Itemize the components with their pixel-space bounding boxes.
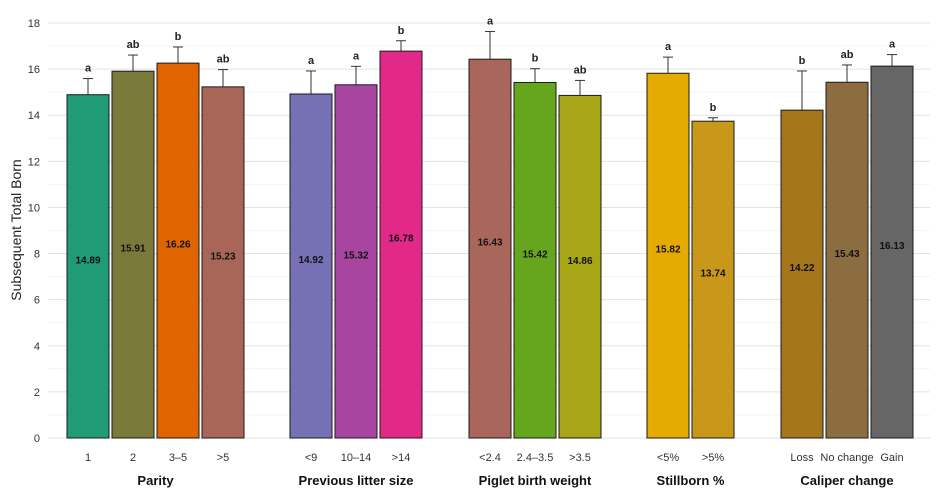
bar-stillborn-5 (646, 72, 690, 439)
x-tick-label-previous-litter-size-9: <9 (305, 452, 318, 464)
x-tick-label-stillborn-5: >5% (702, 452, 725, 464)
y-axis: 0 2 4 6 8 10 12 14 16 18 (28, 18, 40, 445)
group-labels: Parity Previous litter size Piglet birth w… (137, 473, 893, 488)
significance-letter-stillborn-5: a (665, 41, 672, 53)
y-tick-label: 14 (28, 110, 40, 122)
data-label-previous-litter-size-14: 16.78 (388, 234, 413, 245)
bar-caliper-change-no-change (825, 81, 869, 439)
data-label-caliper-change-gain: 16.13 (879, 241, 904, 252)
data-label-stillborn-5: 15.82 (655, 245, 680, 256)
y-tick-label: 0 (34, 433, 40, 445)
significance-letter-caliper-change-gain: a (889, 39, 896, 51)
x-tick-label-previous-litter-size-10-14: 10–14 (341, 452, 372, 464)
data-label-piglet-birth-weight-2-4: 16.43 (477, 238, 502, 249)
y-tick-label: 6 (34, 295, 40, 307)
bar-previous-litter-size-10-14 (334, 84, 378, 439)
group-label-parity: Parity (137, 473, 174, 488)
significance-letter-caliper-change-loss: b (799, 55, 806, 67)
bar-piglet-birth-weight-2-4 (468, 58, 512, 439)
significance-letter-piglet-birth-weight-2-4: a (487, 16, 494, 28)
bar-parity-2 (111, 70, 155, 439)
data-label-caliper-change-loss: 14.22 (789, 263, 814, 274)
bar-parity-3-5 (156, 62, 200, 439)
bar-previous-litter-size-9 (289, 93, 333, 439)
x-tick-label-previous-litter-size-14: >14 (392, 452, 411, 464)
significance-letter-parity-1: a (85, 63, 92, 75)
y-tick-label: 10 (28, 202, 40, 214)
significance-letter-parity-2: ab (127, 39, 140, 51)
significance-letter-piglet-birth-weight-2-4-3-5: b (532, 53, 539, 65)
significance-letter-previous-litter-size-14: b (398, 25, 405, 37)
data-label-parity-2: 15.91 (120, 244, 145, 255)
data-label-caliper-change-no-change: 15.43 (834, 249, 859, 260)
significance-letter-parity-5: ab (217, 54, 230, 66)
x-tick-label-parity-1: 1 (85, 452, 91, 464)
y-tick-label: 8 (34, 249, 40, 261)
y-tick-label: 12 (28, 156, 40, 168)
x-tick-label-caliper-change-gain: Gain (880, 452, 903, 464)
data-label-parity-3-5: 16.26 (165, 240, 190, 251)
group-label-caliper-change: Caliper change (800, 473, 893, 488)
significance-letter-previous-litter-size-9: a (308, 55, 315, 67)
y-tick-label: 16 (28, 64, 40, 76)
group-label-piglet-birth-weight: Piglet birth weight (479, 473, 592, 488)
data-label-previous-litter-size-9: 14.92 (298, 255, 323, 266)
bar-caliper-change-loss (780, 109, 824, 439)
bar-parity-1 (66, 94, 110, 439)
category-labels: 1 2 3–5 >5 <9 10–14 >14 <2.4 2.4–3.5 >3.5 <5% >5% Lo… (85, 452, 904, 464)
bar-previous-litter-size-14 (379, 50, 423, 439)
y-tick-label: 2 (34, 387, 40, 399)
significance-letter-parity-3-5: b (175, 31, 182, 43)
bar-parity-5 (201, 86, 245, 439)
y-axis-label: Subsequent Total Born (8, 159, 24, 300)
x-tick-label-parity-2: 2 (130, 452, 136, 464)
x-tick-label-piglet-birth-weight-2-4-3-5: 2.4–3.5 (517, 452, 554, 464)
x-tick-label-parity-5: >5 (217, 452, 230, 464)
x-tick-label-piglet-birth-weight-3-5: >3.5 (569, 452, 591, 464)
bar-stillborn-5 (691, 120, 735, 439)
y-tick-label: 18 (28, 18, 40, 30)
data-label-piglet-birth-weight-3-5: 14.86 (567, 256, 592, 267)
bar-caliper-change-gain (870, 65, 914, 439)
data-label-parity-1: 14.89 (75, 255, 100, 266)
data-label-parity-5: 15.23 (210, 252, 235, 263)
significance-letter-stillborn-5: b (710, 102, 717, 114)
significance-letter-caliper-change-no-change: ab (841, 49, 854, 61)
bar-piglet-birth-weight-3-5 (558, 94, 602, 439)
x-tick-label-stillborn-5: <5% (657, 452, 680, 464)
data-label-piglet-birth-weight-2-4-3-5: 15.42 (522, 249, 547, 260)
y-tick-label: 4 (34, 341, 40, 353)
x-tick-label-caliper-change-loss: Loss (790, 452, 814, 464)
data-label-stillborn-5: 13.74 (700, 269, 725, 280)
group-label-stillborn: Stillborn % (657, 473, 725, 488)
bars: 14.89a15.91ab16.26b15.23ab14.92a15.32a16… (66, 16, 914, 439)
data-label-previous-litter-size-10-14: 15.32 (343, 250, 368, 261)
significance-letter-previous-litter-size-10-14: a (353, 50, 360, 62)
x-tick-label-parity-3-5: 3–5 (169, 452, 187, 464)
x-tick-label-piglet-birth-weight-2-4: <2.4 (479, 452, 501, 464)
group-label-previous-litter-size: Previous litter size (299, 473, 414, 488)
x-tick-label-caliper-change-no-change: No change (820, 452, 873, 464)
bar-piglet-birth-weight-2-4-3-5 (513, 81, 557, 439)
significance-letter-piglet-birth-weight-3-5: ab (574, 64, 587, 76)
